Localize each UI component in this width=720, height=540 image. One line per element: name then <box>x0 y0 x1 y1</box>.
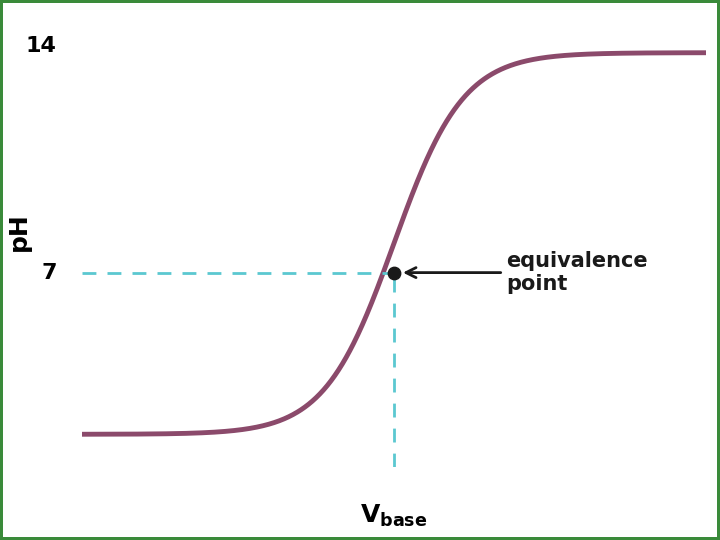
Point <box>388 268 400 277</box>
Text: 7: 7 <box>41 262 57 282</box>
Text: $\mathbf{V}_{\mathbf{base}}$: $\mathbf{V}_{\mathbf{base}}$ <box>360 503 428 529</box>
Text: equivalence
point: equivalence point <box>406 251 648 294</box>
Text: 14: 14 <box>26 36 57 56</box>
Text: pH: pH <box>7 212 31 251</box>
